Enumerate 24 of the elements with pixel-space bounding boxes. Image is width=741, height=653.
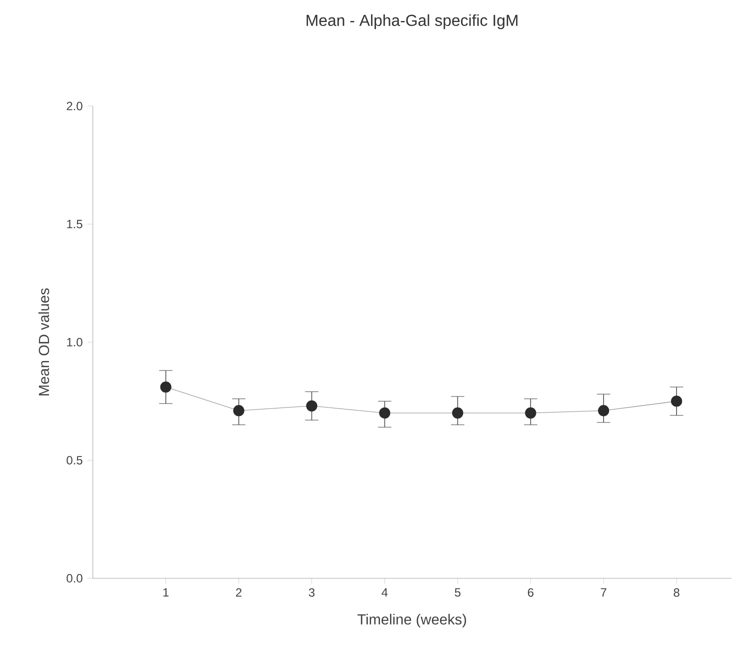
chart-title: Mean - Alpha-Gal specific IgM [306, 14, 518, 29]
x-tick-label: 8 [674, 588, 680, 597]
y-tick-label: 0.5 [66, 456, 82, 464]
y-tick-label: 1.5 [67, 220, 82, 228]
x-tick-label: 1 [163, 588, 169, 596]
point [233, 404, 244, 416]
point [452, 407, 464, 418]
x-tick-label: 3 [308, 588, 315, 597]
x-tick-label: 6 [528, 588, 534, 597]
point [525, 407, 536, 418]
y-tick-label: 1.0 [67, 338, 82, 346]
point [379, 407, 390, 418]
point [306, 400, 318, 412]
point [598, 404, 610, 416]
y-tick-label: 0.0 [66, 574, 82, 582]
x-axis-title: Timeline (weeks) [357, 614, 466, 628]
x-tick-label: 5 [454, 588, 460, 596]
x-tick-label: 4 [382, 588, 388, 596]
x-tick-label: 7 [600, 588, 606, 596]
y-tick-label: 2.0 [66, 102, 82, 110]
x-tick-label: 2 [236, 588, 242, 596]
point [160, 381, 172, 392]
point [670, 395, 682, 407]
y-axis-title: Mean OD values [38, 288, 50, 396]
